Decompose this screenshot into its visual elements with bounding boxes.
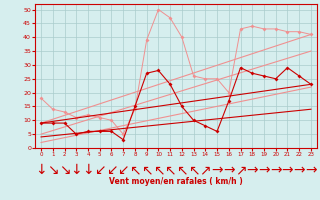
X-axis label: Vent moyen/en rafales ( km/h ): Vent moyen/en rafales ( km/h ) <box>109 177 243 186</box>
